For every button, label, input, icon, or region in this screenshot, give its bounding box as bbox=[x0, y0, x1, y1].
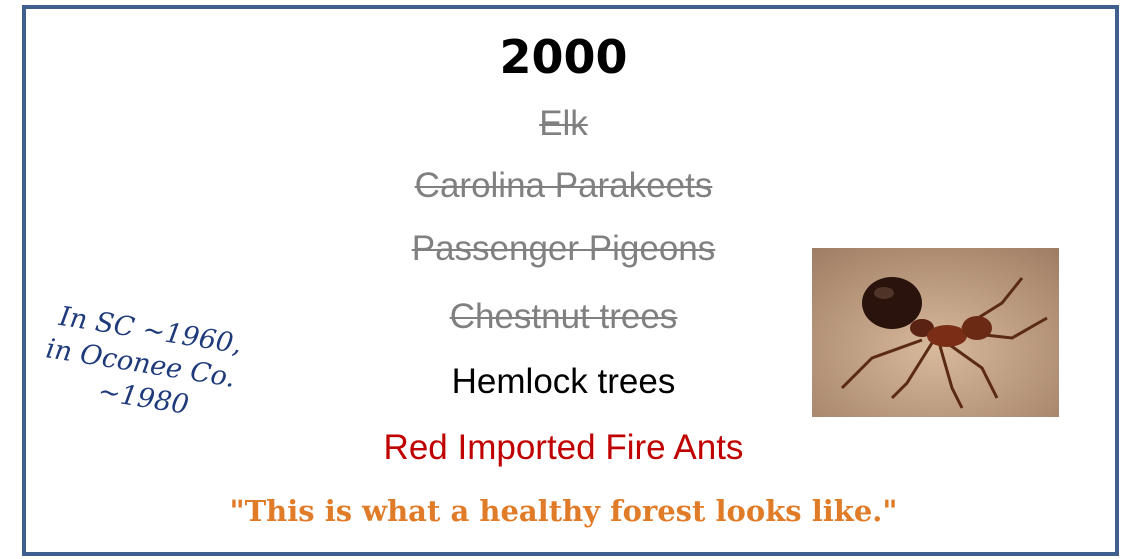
species-item: Carolina Parakeets bbox=[0, 166, 1127, 206]
slide-title: 2000 bbox=[0, 30, 1127, 84]
species-item: Red Imported Fire Ants bbox=[0, 428, 1127, 468]
species-item: Elk bbox=[0, 104, 1127, 144]
ant-photo bbox=[812, 248, 1059, 417]
quote: "This is what a healthy forest looks lik… bbox=[0, 494, 1127, 528]
slide: 2000 ElkCarolina ParakeetsPassenger Pige… bbox=[0, 0, 1127, 559]
